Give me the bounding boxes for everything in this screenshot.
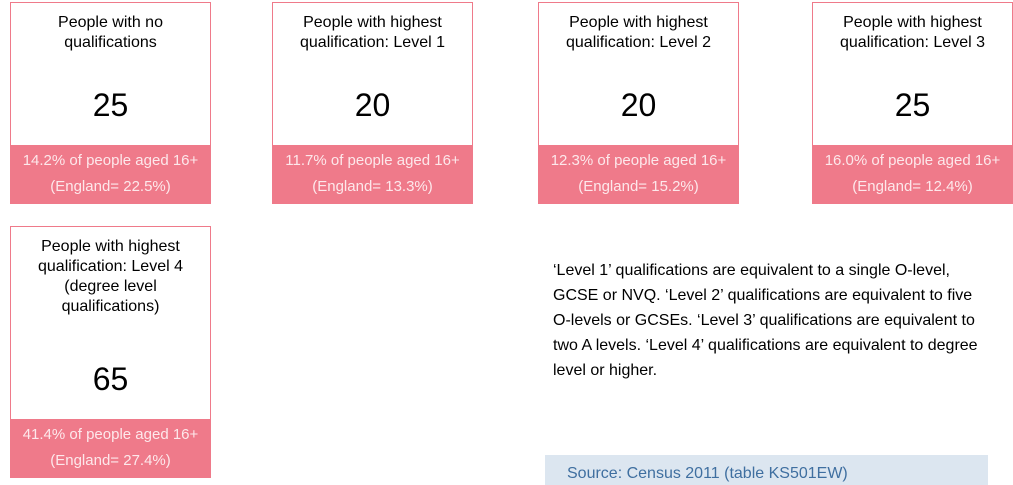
card-footer: 14.2% of people aged 16+ (England= 22.5%… bbox=[11, 145, 210, 203]
card-value: 25 bbox=[92, 86, 129, 123]
card-footer: 16.0% of people aged 16+ (England= 12.4%… bbox=[813, 145, 1012, 203]
stat-card: People with no qualifications 25 14.2% of … bbox=[10, 2, 211, 204]
card-footer: 11.7% of people aged 16+ (England= 13.3%… bbox=[273, 145, 472, 203]
card-value: 20 bbox=[620, 86, 657, 123]
card-title: People with highest qualification: Level… bbox=[566, 14, 711, 51]
card-title: People with highest qualification: Level… bbox=[840, 14, 985, 51]
card-footer: 41.4% of people aged 16+ (England= 27.4%… bbox=[11, 419, 210, 477]
note: ‘Level 1’ qualifications are equivalent … bbox=[553, 262, 978, 379]
card-value: 25 bbox=[894, 86, 931, 123]
card-title: People with highest qualification: Level… bbox=[38, 238, 183, 315]
card-value: 65 bbox=[92, 360, 129, 397]
source: Source: Census 2011 (table KS501EW) bbox=[545, 455, 988, 485]
page: ‘Level 1’ qualifications are equivalent … bbox=[10, 2, 1013, 485]
stat-card: People with highest qualification: Level… bbox=[538, 2, 739, 204]
stat-card: People with highest qualification: Level… bbox=[10, 226, 211, 478]
card-footer: 12.3% of people aged 16+ (England= 15.2%… bbox=[539, 145, 738, 203]
stat-card: People with highest qualification: Level… bbox=[272, 2, 473, 204]
card-value: 20 bbox=[354, 86, 391, 123]
stat-card: People with highest qualification: Level… bbox=[812, 2, 1013, 204]
card-title: People with highest qualification: Level… bbox=[300, 14, 445, 51]
card-title: People with no qualifications bbox=[58, 14, 163, 51]
